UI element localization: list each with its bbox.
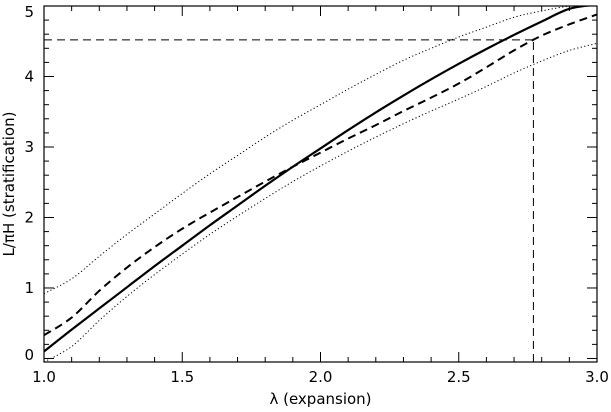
x-tick-label: 2.0 [309,368,333,386]
x-tick-label: 3.0 [585,368,609,386]
reference-lines [44,39,534,362]
ticks: 1.0 1.5 2.0 2.5 3.0 0 1 2 3 4 5 [24,3,608,386]
y-tick-label: 1 [24,279,34,297]
x-tick-label: 1.5 [170,368,194,386]
series-solid-0 [44,6,595,353]
x-tick-label: 2.5 [447,368,471,386]
y-tick-label: 2 [24,208,34,226]
y-tick-label: 0 [24,346,34,364]
y-tick-label: 3 [24,138,34,156]
y-axis-label: L/πH (stratification) [0,112,18,257]
y-tick-label: 4 [24,67,34,85]
x-axis-label: λ (expansion) [269,390,371,408]
series-layer [44,6,597,362]
series-dashed-1 [44,13,597,337]
x-tick-label: 1.0 [32,368,56,386]
y-tick-label: 5 [24,3,34,21]
series-dotted-2 [44,6,573,295]
